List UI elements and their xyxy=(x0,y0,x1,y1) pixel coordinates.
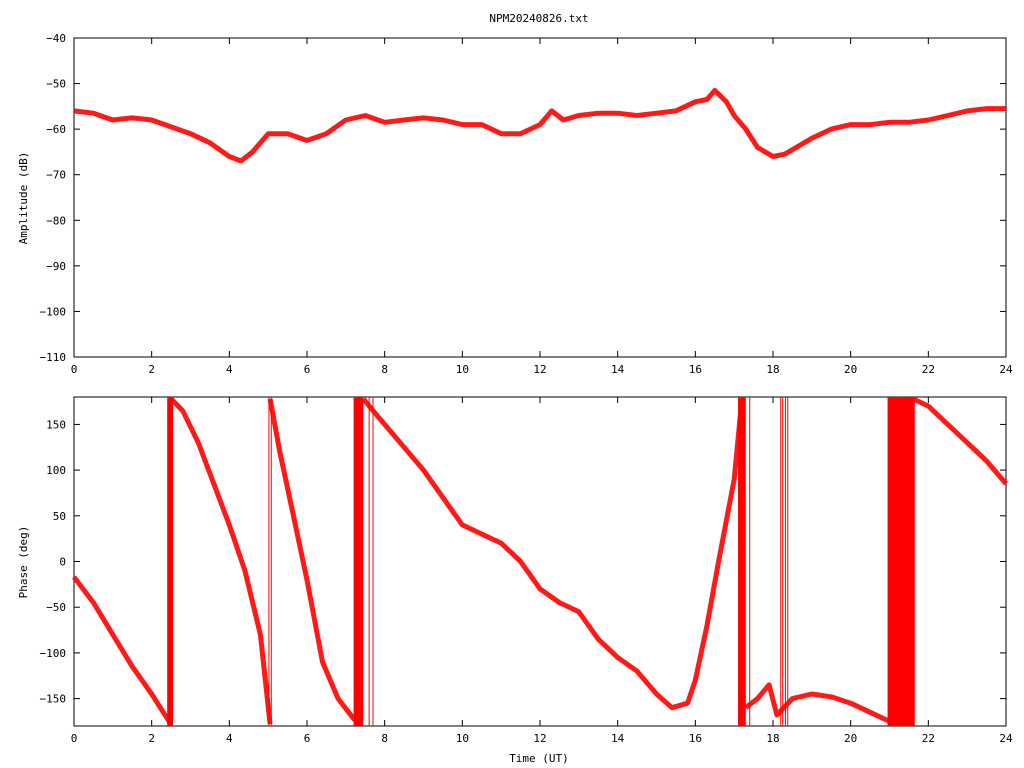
amplitude-x-tick-label: 6 xyxy=(304,363,311,376)
phase-x-tick-label: 24 xyxy=(999,732,1013,745)
amplitude-y-tick-label: −40 xyxy=(46,32,66,45)
phase-y-tick-label: −150 xyxy=(40,693,67,706)
phase-y-tick-label: 50 xyxy=(53,510,66,523)
phase-x-tick-label: 16 xyxy=(689,732,702,745)
amplitude-x-tick-label: 2 xyxy=(148,363,155,376)
phase-x-tick-label: 14 xyxy=(611,732,625,745)
amplitude-series-line xyxy=(73,87,1006,164)
phase-x-tick-label: 20 xyxy=(844,732,857,745)
amplitude-x-tick-label: 10 xyxy=(456,363,469,376)
amplitude-x-tick-label: 18 xyxy=(766,363,779,376)
phase-series-segment xyxy=(72,575,174,726)
amplitude-x-tick-label: 14 xyxy=(611,363,625,376)
amplitude-x-tick-label: 24 xyxy=(999,363,1013,376)
phase-series-segment xyxy=(361,397,745,711)
phase-y-tick-label: −50 xyxy=(46,601,66,614)
phase-x-tick-label: 18 xyxy=(766,732,779,745)
amplitude-x-tick-label: 4 xyxy=(226,363,233,376)
phase-series-segment xyxy=(169,397,273,725)
phase-x-tick-label: 2 xyxy=(148,732,155,745)
amplitude-x-tick-label: 22 xyxy=(922,363,935,376)
phase-x-tick-label: 4 xyxy=(226,732,233,745)
phase-wrap-band xyxy=(167,397,174,726)
amplitude-x-tick-label: 0 xyxy=(71,363,78,376)
phase-x-tick-label: 8 xyxy=(381,732,388,745)
phase-series-segment xyxy=(267,398,362,727)
phase-panel: Phase (deg) Time (UT) 0 2 4 6 8 10 12 14 16 18 20 2… xyxy=(17,396,1013,765)
phase-wrap-band xyxy=(738,397,746,726)
phase-x-axis-label: Time (UT) xyxy=(509,752,569,765)
amplitude-plot-frame xyxy=(73,37,1007,358)
amplitude-y-axis-label: Amplitude (dB) xyxy=(17,152,30,245)
amplitude-x-tick-label: 12 xyxy=(533,363,546,376)
amplitude-x-tick-label: 20 xyxy=(844,363,857,376)
phase-y-tick-label: −100 xyxy=(40,647,67,660)
phase-series-segment xyxy=(744,682,891,724)
amplitude-y-tick-label: −70 xyxy=(46,169,66,182)
chart-title: NPM20240826.txt xyxy=(489,12,588,25)
phase-x-tick-label: 0 xyxy=(71,732,78,745)
phase-y-tick-label: 0 xyxy=(59,556,66,569)
phase-wrap-band xyxy=(353,397,364,726)
phase-x-tick-label: 22 xyxy=(922,732,935,745)
phase-y-tick-label: 150 xyxy=(46,418,66,431)
amplitude-y-tick-label: −110 xyxy=(40,351,67,364)
phase-series-segment xyxy=(911,396,1008,486)
amplitude-y-tick-label: −60 xyxy=(46,123,66,136)
phase-wrap-band xyxy=(887,397,915,726)
phase-plot-frame xyxy=(73,396,1007,727)
phase-y-tick-label: 100 xyxy=(46,464,66,477)
amplitude-y-tick-label: −90 xyxy=(46,260,66,273)
amplitude-panel: Amplitude (dB) 0 2 4 6 8 10 12 14 16 18 20 22 24−40−… xyxy=(17,32,1013,376)
amplitude-y-tick-label: −50 xyxy=(46,78,66,91)
phase-x-tick-label: 12 xyxy=(533,732,546,745)
phase-x-tick-label: 10 xyxy=(456,732,469,745)
phase-x-tick-label: 6 xyxy=(304,732,311,745)
amplitude-x-tick-label: 8 xyxy=(381,363,388,376)
amplitude-y-tick-label: −80 xyxy=(46,214,66,227)
amplitude-y-tick-label: −100 xyxy=(40,305,67,318)
phase-y-axis-label: Phase (deg) xyxy=(17,526,30,599)
amplitude-x-tick-label: 16 xyxy=(689,363,702,376)
